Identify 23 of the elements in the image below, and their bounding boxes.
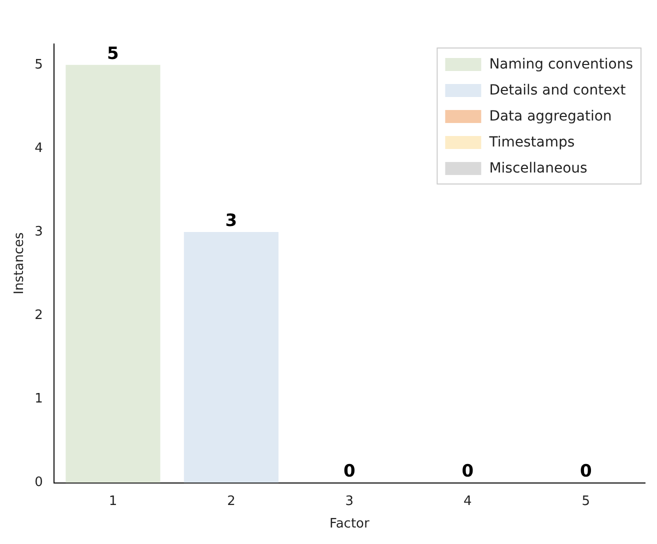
x-axis-title: Factor — [330, 516, 370, 532]
y-tick-label: 3 — [34, 224, 43, 240]
y-tick-label: 0 — [34, 475, 43, 490]
x-tick-label: 5 — [582, 494, 590, 509]
data-label: 3 — [225, 210, 238, 231]
y-tick-label: 2 — [34, 308, 43, 324]
legend-label: Naming conventions — [489, 56, 634, 73]
data-label: 0 — [580, 462, 592, 482]
legend-label: Data aggregation — [489, 108, 612, 125]
y-axis-title: Instances — [12, 232, 28, 294]
legend-label: Miscellaneous — [489, 160, 588, 177]
x-tick-label: 1 — [108, 494, 118, 509]
data-label: 0 — [462, 462, 474, 482]
legend-label: Timestamps — [488, 134, 575, 151]
legend-label: Details and context — [489, 82, 626, 99]
x-tick-label: 3 — [345, 494, 354, 509]
y-tick-label: 5 — [34, 57, 43, 72]
x-tick-label: 4 — [464, 494, 472, 509]
data-label: 5 — [107, 44, 119, 64]
y-tick-label: 1 — [34, 392, 43, 407]
data-label: 0 — [344, 462, 356, 482]
y-tick-label: 4 — [34, 140, 43, 156]
x-tick-label: 2 — [227, 494, 236, 509]
